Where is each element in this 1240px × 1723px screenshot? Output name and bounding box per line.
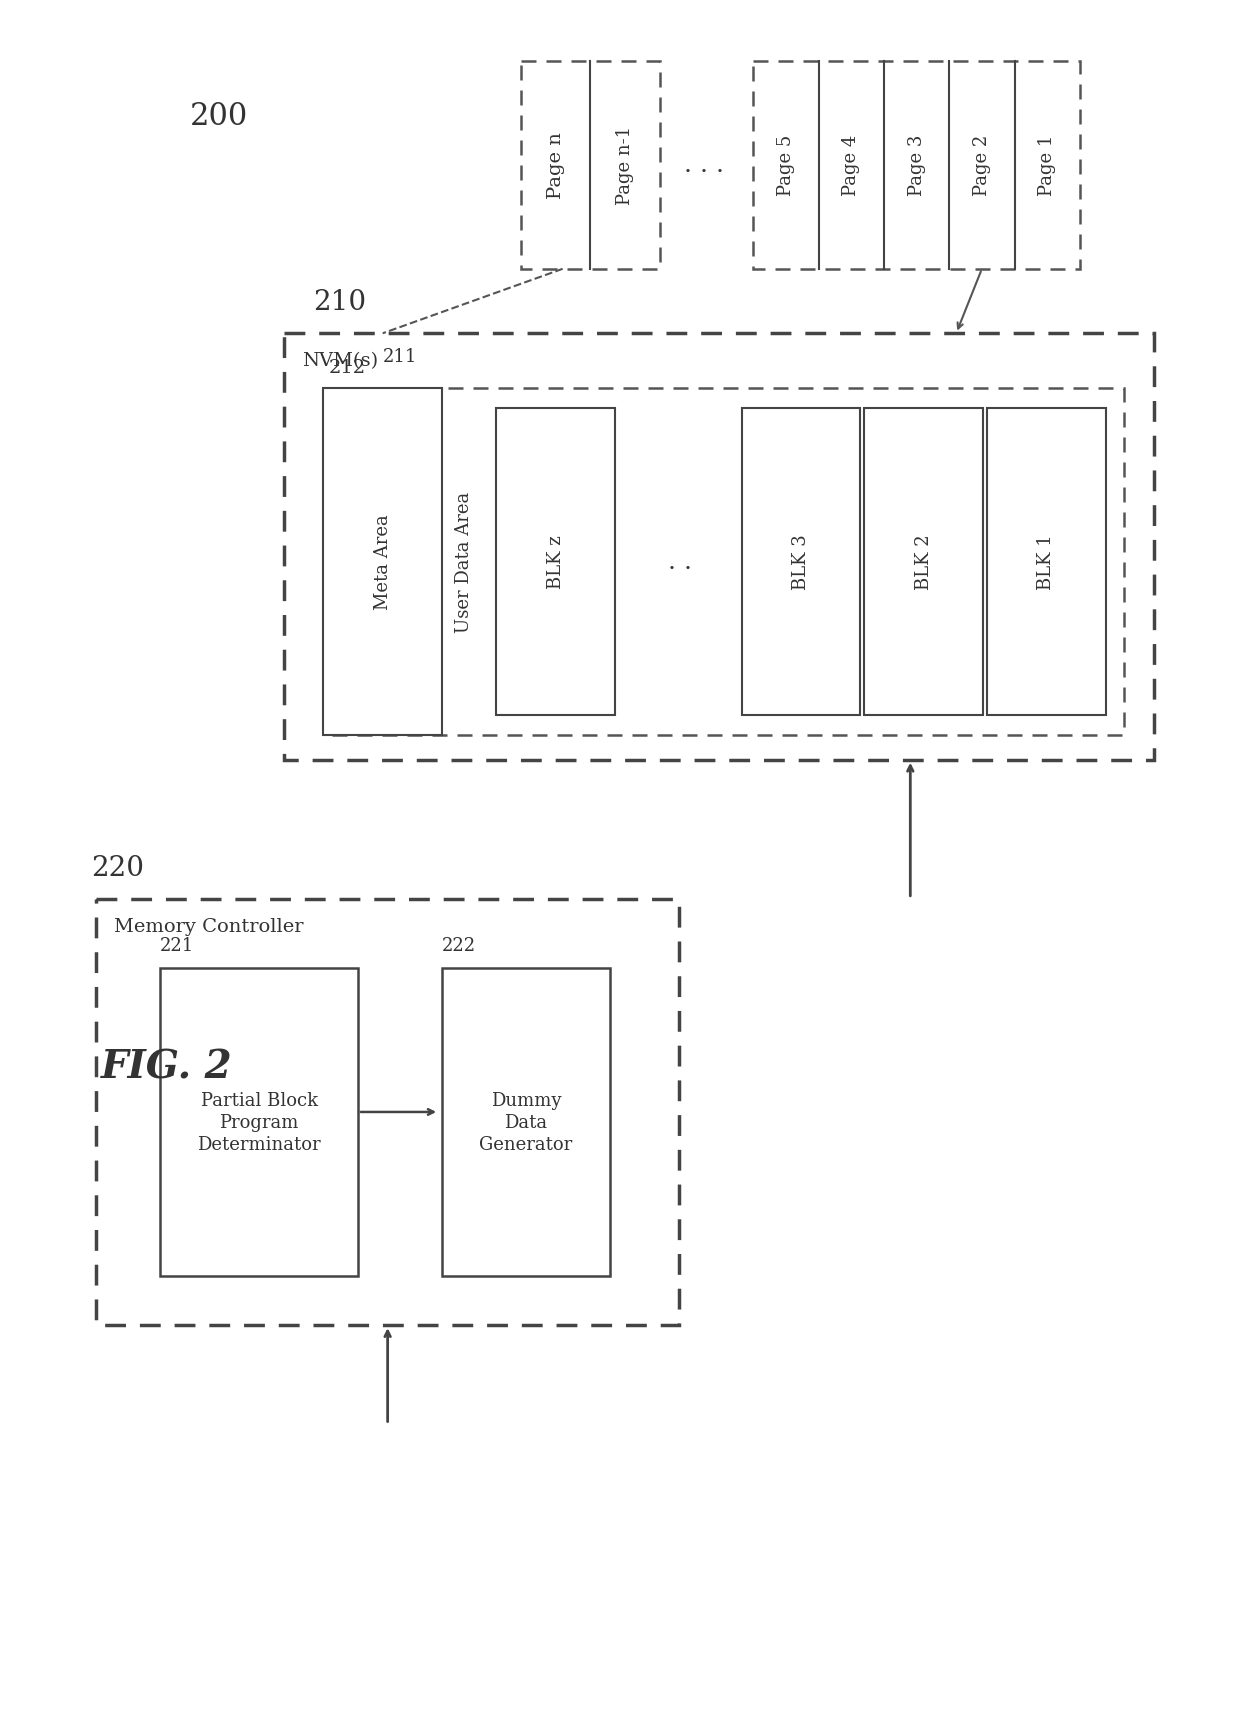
- Bar: [160, 968, 358, 1277]
- Bar: [284, 334, 1154, 760]
- Text: 210: 210: [314, 289, 367, 317]
- Bar: [324, 389, 1125, 736]
- Text: Page n-1: Page n-1: [616, 126, 634, 205]
- Text: Program: Program: [219, 1113, 299, 1132]
- Text: Determinator: Determinator: [197, 1135, 321, 1153]
- Bar: [742, 408, 861, 715]
- Text: Meta Area: Meta Area: [373, 513, 392, 610]
- Text: 211: 211: [383, 348, 417, 365]
- Text: 222: 222: [441, 937, 476, 955]
- Text: . .: . .: [668, 551, 692, 574]
- Bar: [987, 408, 1106, 715]
- Text: BLK 1: BLK 1: [1037, 534, 1055, 589]
- Bar: [95, 899, 680, 1325]
- Text: 200: 200: [190, 102, 248, 133]
- Text: FIG. 2: FIG. 2: [100, 1048, 233, 1085]
- Bar: [864, 408, 983, 715]
- Text: Generator: Generator: [480, 1135, 573, 1153]
- Text: Page 1: Page 1: [1038, 134, 1056, 196]
- Text: Dummy: Dummy: [491, 1091, 562, 1110]
- Text: BLK z: BLK z: [547, 536, 564, 589]
- Text: . . .: . . .: [684, 153, 724, 177]
- Bar: [324, 389, 441, 736]
- Text: BLK 3: BLK 3: [792, 534, 810, 589]
- Text: Memory Controller: Memory Controller: [114, 917, 304, 936]
- Text: Page n: Page n: [547, 133, 564, 198]
- Text: Page 5: Page 5: [777, 134, 795, 196]
- Text: Page 2: Page 2: [973, 134, 991, 196]
- Text: Page 4: Page 4: [842, 134, 861, 196]
- Bar: [496, 408, 615, 715]
- Text: Page 3: Page 3: [908, 134, 925, 196]
- Text: Partial Block: Partial Block: [201, 1091, 317, 1110]
- Bar: [754, 62, 1080, 271]
- Text: 221: 221: [160, 937, 195, 955]
- Text: User Data Area: User Data Area: [455, 491, 472, 632]
- Text: NVM(s): NVM(s): [301, 351, 378, 370]
- Text: Data: Data: [505, 1113, 548, 1132]
- Bar: [521, 62, 660, 271]
- Bar: [441, 968, 610, 1277]
- Text: BLK 2: BLK 2: [915, 534, 932, 589]
- Text: 220: 220: [91, 855, 144, 882]
- Text: 212: 212: [329, 358, 366, 377]
